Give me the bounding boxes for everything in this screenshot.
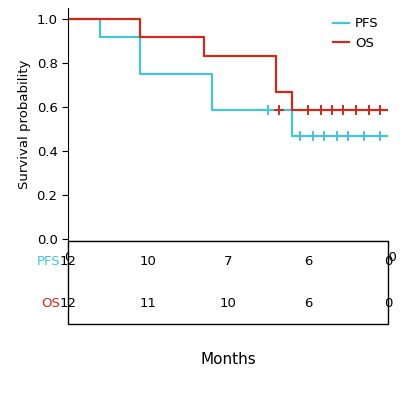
Point: [329, 107, 335, 114]
Text: 10: 10: [220, 297, 236, 310]
PFS: [138, 71, 142, 76]
Text: 0: 0: [384, 255, 392, 268]
Text: 6: 6: [304, 297, 312, 310]
Line: PFS: PFS: [68, 19, 388, 136]
Text: 7: 7: [224, 255, 232, 268]
OS: [290, 108, 294, 113]
Point: [377, 133, 383, 139]
PFS: [290, 108, 294, 113]
Point: [340, 107, 346, 114]
OS: [274, 53, 278, 58]
Point: [297, 133, 303, 139]
Y-axis label: Survival probability: Survival probability: [18, 60, 31, 189]
OS: [274, 90, 278, 94]
Point: [366, 107, 372, 114]
Text: 12: 12: [60, 255, 76, 268]
OS: [138, 17, 142, 21]
Legend: PFS, OS: PFS, OS: [330, 15, 382, 53]
Text: 10: 10: [140, 255, 156, 268]
Point: [361, 133, 367, 139]
PFS: [210, 108, 214, 113]
PFS: [66, 17, 70, 21]
Point: [305, 107, 311, 114]
PFS: [98, 35, 102, 40]
PFS: [98, 17, 102, 21]
OS: [66, 17, 70, 21]
Text: Months: Months: [200, 352, 256, 367]
PFS: [210, 71, 214, 76]
Point: [276, 107, 282, 114]
Text: 0: 0: [384, 297, 392, 310]
PFS: [138, 35, 142, 40]
Point: [321, 133, 327, 139]
Text: 6: 6: [304, 255, 312, 268]
OS: [138, 35, 142, 40]
OS: [202, 35, 206, 40]
Text: 11: 11: [140, 297, 156, 310]
Text: PFS: PFS: [36, 255, 60, 268]
OS: [290, 90, 294, 94]
Text: OS: OS: [41, 297, 60, 310]
Point: [353, 107, 359, 114]
Point: [265, 107, 271, 114]
Point: [310, 133, 316, 139]
OS: [202, 53, 206, 58]
Point: [345, 133, 351, 139]
PFS: [386, 134, 390, 138]
Point: [377, 107, 383, 114]
Point: [334, 133, 340, 139]
Point: [318, 107, 324, 114]
OS: [386, 108, 390, 113]
PFS: [290, 134, 294, 138]
Line: OS: OS: [68, 19, 388, 111]
Text: 12: 12: [60, 297, 76, 310]
